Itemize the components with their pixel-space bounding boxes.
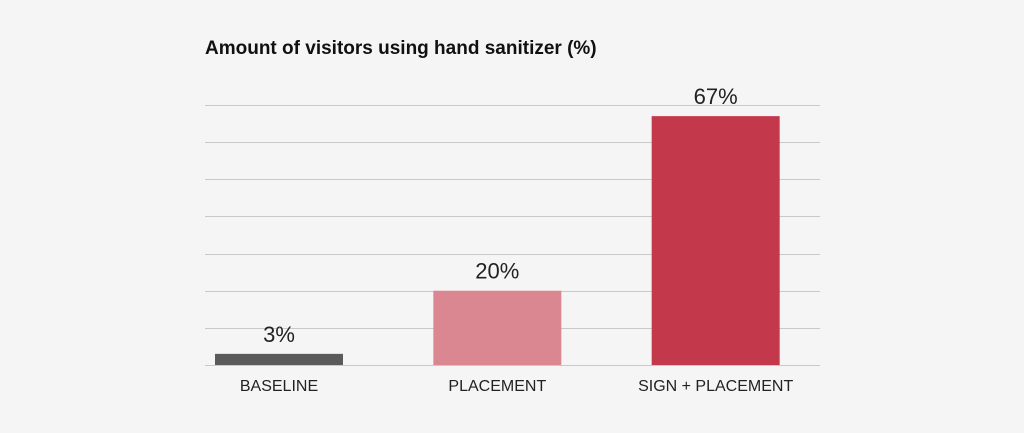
category-label-2: SIGN + PLACEMENT (638, 378, 793, 395)
bars (215, 116, 780, 366)
data-label-0: 3% (263, 322, 295, 347)
bar-1 (433, 290, 562, 365)
category-label-0: BASELINE (240, 378, 318, 395)
labels: 3% BASELINE 20% PLACEMENT 67% SIGN + PLACEMEN… (240, 84, 794, 395)
data-label-2: 67% (694, 84, 738, 109)
bar-0 (215, 353, 343, 365)
chart-title: Amount of visitors using hand sanitizer … (205, 38, 597, 59)
category-label-1: PLACEMENT (448, 378, 546, 395)
bar-2 (651, 116, 780, 366)
data-label-1: 20% (475, 259, 519, 284)
